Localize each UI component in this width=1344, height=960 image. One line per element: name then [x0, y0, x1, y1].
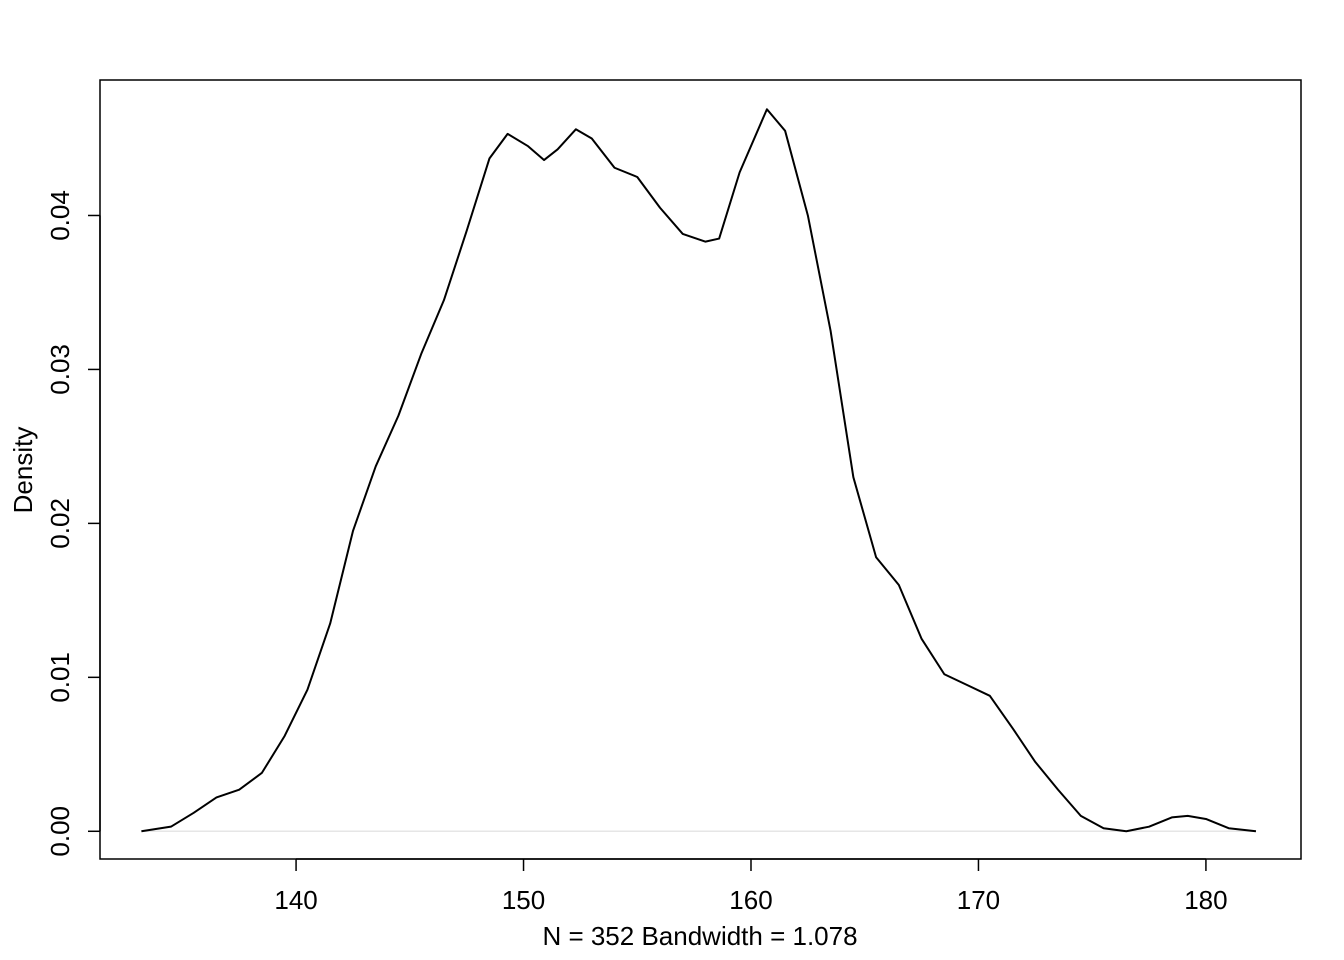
x-tick-label: 150 [502, 885, 545, 915]
density-line [141, 108, 1257, 833]
y-axis-title: Density [8, 427, 38, 514]
y-tick-label: 0.01 [45, 652, 75, 703]
y-tick-label: 0.02 [45, 498, 75, 549]
y-tick-label: 0.03 [45, 344, 75, 395]
y-tick-label: 0.04 [45, 190, 75, 241]
x-tick-label: 160 [729, 885, 772, 915]
x-axis-title: N = 352 Bandwidth = 1.078 [542, 921, 857, 951]
x-tick-label: 170 [957, 885, 1000, 915]
y-tick-label: 0.00 [45, 806, 75, 857]
x-tick-label: 180 [1184, 885, 1227, 915]
x-tick-label: 140 [274, 885, 317, 915]
